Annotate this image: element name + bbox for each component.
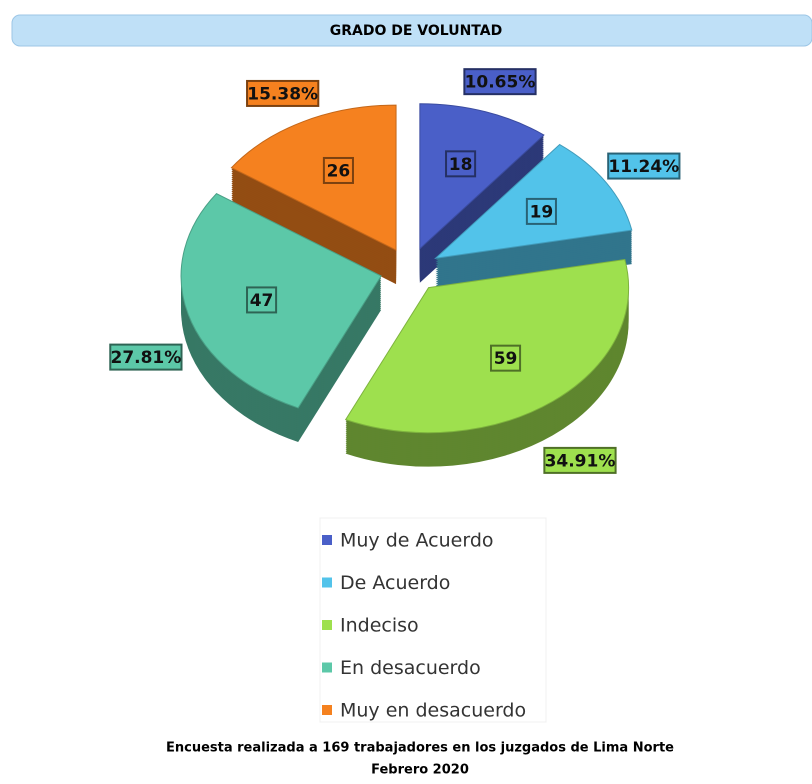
data-label: 10.65% — [465, 73, 536, 93]
chart-title: GRADO DE VOLUNTAD — [330, 23, 502, 39]
data-label-box — [445, 150, 477, 178]
legend-label: En desacuerdo — [340, 657, 481, 679]
footnote: Febrero 2020 — [371, 763, 469, 778]
data-label-box — [463, 68, 537, 96]
footnote: Encuesta realizada a 169 trabajadores en… — [166, 741, 674, 756]
legend-label: De Acuerdo — [340, 572, 450, 594]
data-label: 11.24% — [608, 157, 679, 177]
data-label-box — [607, 152, 681, 180]
legend-swatch — [322, 620, 332, 630]
data-label-box — [246, 79, 320, 107]
data-label-box — [322, 156, 354, 184]
data-label: 59 — [494, 349, 518, 369]
data-label: 34.91% — [545, 451, 616, 471]
legend-swatch — [322, 662, 332, 673]
title-bar — [11, 14, 812, 47]
data-label-box — [525, 197, 557, 225]
legend-box — [319, 517, 547, 723]
data-label-box — [109, 343, 183, 371]
slice — [419, 103, 545, 250]
legend-label: Muy en desacuerdo — [340, 700, 526, 722]
data-label-box — [543, 446, 617, 474]
legend-label: Muy de Acuerdo — [340, 530, 494, 552]
data-label-box — [246, 286, 278, 314]
data-label: 47 — [250, 291, 274, 311]
slice — [230, 104, 397, 251]
data-label: 26 — [327, 161, 351, 181]
slice — [180, 193, 382, 409]
legend-label: Indeciso — [340, 615, 419, 637]
data-label: 15.38% — [247, 84, 318, 104]
data-label: 19 — [530, 202, 554, 222]
legend-swatch — [322, 705, 332, 715]
legend-swatch — [322, 535, 332, 545]
data-label-box — [489, 344, 522, 372]
data-label: 18 — [449, 155, 473, 175]
data-label: 27.81% — [110, 348, 181, 368]
slice — [344, 258, 630, 434]
legend-swatch — [322, 577, 332, 588]
